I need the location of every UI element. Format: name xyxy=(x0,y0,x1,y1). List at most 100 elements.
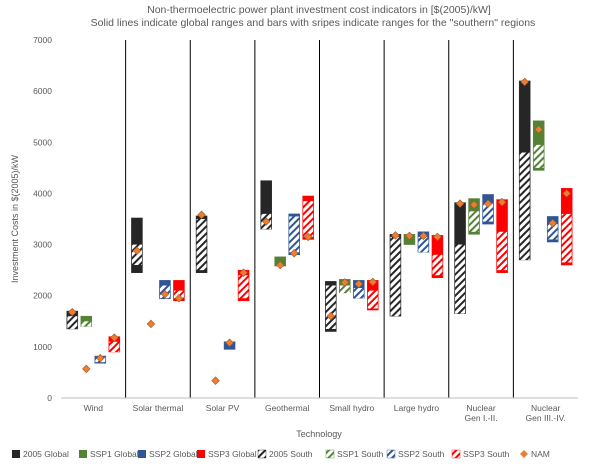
x-tick-label-line: Wind xyxy=(84,403,104,413)
nam-marker xyxy=(520,77,529,87)
x-tick-label: Solar thermal xyxy=(133,403,184,413)
nam-marker xyxy=(289,249,299,258)
y-tick-label: 3000 xyxy=(33,240,52,250)
x-tick-label-line: Large hydro xyxy=(394,403,440,413)
chart-subtitle: Solid lines indicate global ranges and b… xyxy=(91,17,536,29)
nam-marker xyxy=(354,279,364,289)
x-axis-title: Technology xyxy=(296,429,342,439)
nam-marker xyxy=(419,231,428,241)
nam-marker xyxy=(132,246,142,255)
nam-marker xyxy=(326,311,336,321)
bar-2005-south xyxy=(519,152,530,260)
nam-marker xyxy=(96,353,105,363)
bar-ssp3-south xyxy=(238,275,249,299)
bar-2005-south xyxy=(67,316,78,329)
x-tick-label: Large hydro xyxy=(394,403,440,413)
x-tick-label-line: Gen III.-IV. xyxy=(526,413,566,423)
bar-ssp3-south xyxy=(367,290,378,309)
x-tick-label-line: Solar PV xyxy=(206,403,240,413)
legend-label: SSP2 Global xyxy=(149,449,198,459)
legend-swatch xyxy=(386,449,396,459)
legend-swatch xyxy=(325,449,335,459)
nam-marker xyxy=(534,125,543,134)
category-separators xyxy=(125,40,514,398)
bar-ssp2-south xyxy=(353,288,364,299)
x-tick-label-line: Nuclear xyxy=(466,403,495,413)
nam-marker xyxy=(110,333,119,342)
y-tick-label: 0 xyxy=(47,393,52,403)
nam-marker xyxy=(548,218,557,228)
x-tick-label: Nuclear Gen III.-IV. xyxy=(526,403,566,423)
x-tick-label: Wind xyxy=(84,403,104,413)
x-tick-label-line: Nuclear xyxy=(531,403,560,413)
nam-marker xyxy=(146,319,156,329)
legend-swatch xyxy=(12,450,20,458)
bar-ssp3-south xyxy=(109,341,120,352)
legend-label: SSP1 South xyxy=(337,449,384,459)
nam-marker xyxy=(261,217,271,226)
legend-swatch xyxy=(138,450,146,458)
legend-label: 2005 South xyxy=(269,449,313,459)
bar-2005-south xyxy=(325,285,336,329)
bar-ssp2-south xyxy=(483,203,494,222)
bar-ssp1-south xyxy=(533,144,544,168)
nam-marker xyxy=(82,364,91,374)
nam-marker xyxy=(391,231,400,240)
x-tick-label-line: Small hydro xyxy=(329,403,374,413)
nam-marker xyxy=(303,232,313,242)
nam-marker xyxy=(68,307,77,317)
y-tick-label: 5000 xyxy=(33,137,52,147)
x-tick-label: Nuclear Gen I.-II. xyxy=(465,403,498,423)
legend-label: SSP3 South xyxy=(463,449,510,459)
bar-ssp1-south xyxy=(81,321,92,327)
legend-label: SSP2 South xyxy=(398,449,445,459)
nam-marker xyxy=(275,260,285,270)
nam-markers xyxy=(68,77,571,385)
nam-marker xyxy=(225,338,234,347)
nam-marker xyxy=(239,268,248,277)
nam-marker xyxy=(405,231,414,241)
nam-marker xyxy=(340,278,350,287)
x-tick-label-line: Geothermal xyxy=(265,403,310,413)
nam-marker xyxy=(368,277,378,287)
nam-marker xyxy=(469,200,479,209)
bar-ssp3-south xyxy=(432,254,443,276)
legend-label: NAM xyxy=(531,449,550,459)
bar-ssp1-south xyxy=(469,211,480,232)
nam-marker xyxy=(562,189,571,198)
legend-swatch xyxy=(79,450,87,458)
y-axis-title: Investment Costs in $(2005)/kW xyxy=(10,154,20,283)
bar-2005-south xyxy=(455,244,466,314)
nam-marker xyxy=(160,289,170,299)
legend-swatch xyxy=(520,450,528,458)
y-tick-label: 7000 xyxy=(33,35,52,45)
x-tick-label: Solar PV xyxy=(206,403,240,413)
legend: 2005 Global SSP1 Global SSP2 Global SSP3 Gl… xyxy=(12,449,550,459)
y-tick-label: 6000 xyxy=(33,86,52,96)
bar-ssp3-south xyxy=(303,201,314,237)
bar-2005-south xyxy=(390,236,401,317)
bar-ssp1-south xyxy=(339,285,350,294)
y-tick-label: 2000 xyxy=(33,291,52,301)
legend-label: SSP3 Global xyxy=(208,449,257,459)
nam-marker xyxy=(483,199,493,208)
nam-marker xyxy=(211,376,220,385)
bar-ssp3-south xyxy=(497,231,508,271)
bar-2005-south xyxy=(196,219,207,271)
nam-marker xyxy=(455,199,465,208)
nam-marker xyxy=(433,232,442,242)
bar-ssp2-south xyxy=(418,236,429,253)
x-tick-label-line: Gen I.-II. xyxy=(465,413,498,423)
nam-marker xyxy=(197,210,206,220)
chart-title: Non-thermoelectric power plant investmen… xyxy=(147,4,491,16)
bar-ssp3-south xyxy=(561,213,572,263)
legend-label: 2005 Global xyxy=(23,449,69,459)
bar-ssp2-south xyxy=(289,216,300,253)
legend-swatch xyxy=(257,449,267,459)
x-tick-label-line: Solar thermal xyxy=(133,403,184,413)
bar-ssp2-south xyxy=(547,224,558,240)
nam-marker xyxy=(497,197,507,207)
legend-swatch xyxy=(197,450,205,458)
x-axis-category-labels: Wind Solar thermal Solar PV Geothermal Small… xyxy=(84,403,566,423)
